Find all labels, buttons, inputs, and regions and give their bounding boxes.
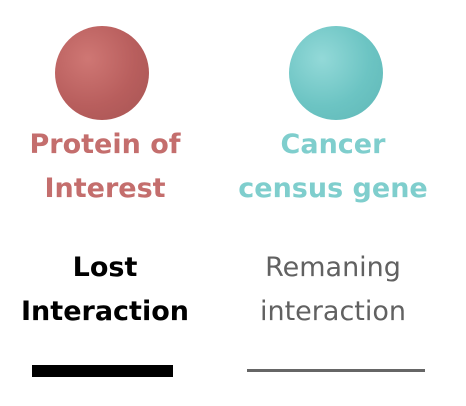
protein-label-line2: Interest — [44, 173, 166, 204]
remaining-interaction-label: Remaning interaction — [228, 246, 438, 334]
lost-interaction-label: Lost Interaction — [0, 246, 210, 334]
cancer-census-gene-node — [289, 26, 383, 120]
cancer-label-line1: Cancer — [280, 129, 386, 160]
cancer-label-line2: census gene — [238, 173, 428, 204]
remaining-label-line2: interaction — [259, 296, 407, 327]
legend-column-left: Protein of Interest Lost Interaction — [0, 0, 210, 406]
lost-label-line2: Interaction — [21, 296, 189, 327]
protein-of-interest-node — [55, 26, 149, 120]
protein-of-interest-label: Protein of Interest — [0, 123, 210, 211]
legend-column-right: Cancer census gene Remaning interaction — [228, 0, 438, 406]
lost-label-line1: Lost — [72, 252, 138, 283]
protein-label-line1: Protein of — [29, 129, 181, 160]
remaining-interaction-line — [247, 369, 425, 372]
cancer-census-gene-label: Cancer census gene — [228, 123, 438, 211]
lost-interaction-line — [32, 365, 173, 377]
remaining-label-line1: Remaning — [265, 252, 401, 283]
